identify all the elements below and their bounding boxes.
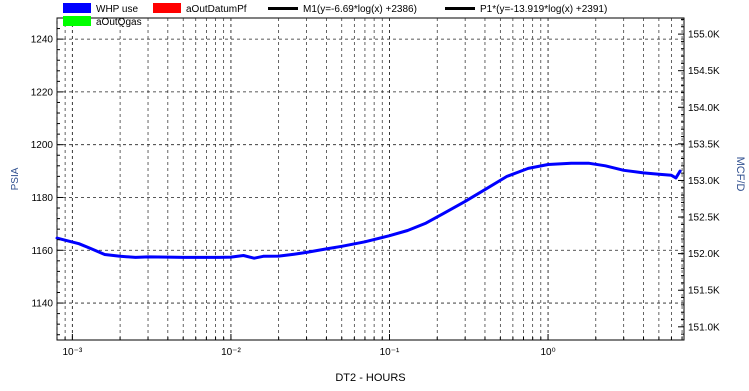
y2-tick-label: 153.5K	[688, 139, 720, 150]
y2-tick-label: 155.0K	[688, 30, 720, 41]
legend-label: P1*(y=-13.919*log(x) +2391)	[480, 4, 607, 15]
y2-tick-label: 154.0K	[688, 103, 720, 114]
y2-tick-label: 153.0K	[688, 176, 720, 187]
legend-label: M1(y=-6.69*log(x) +2386)	[303, 4, 417, 15]
y-tick-label: 1140	[31, 299, 53, 310]
x-axis-title: DT2 - HOURS	[335, 372, 405, 384]
legend-swatch	[153, 3, 181, 13]
y-tick-label: 1220	[31, 87, 54, 98]
y2-tick-label: 151.0K	[688, 322, 720, 333]
series-layer	[55, 161, 682, 260]
legend-swatch	[268, 7, 298, 10]
legend-label: WHP use	[96, 4, 138, 15]
x-tick-label: 10⁻²	[221, 347, 241, 358]
legend-label: aOutDatumPf	[186, 4, 247, 15]
legend-swatch	[63, 3, 91, 13]
y-tick-label: 1240	[31, 35, 54, 46]
legend: WHP use aOutDatumPf M1(y=-6.69*log(x) +238…	[63, 3, 607, 28]
legend-swatch	[63, 16, 91, 26]
y-tick-label: 1180	[31, 193, 53, 204]
y-axis-title: PSIA	[10, 167, 21, 190]
y-tick-label: 1160	[31, 246, 53, 257]
y2-tick-label: 152.5K	[688, 213, 720, 224]
y2-tick-label: 152.0K	[688, 249, 720, 260]
series-line-whp-use	[55, 161, 682, 260]
grid	[56, 18, 684, 340]
y2-tick-label: 151.5K	[688, 286, 720, 297]
legend-label: aOutQgas	[96, 17, 142, 28]
axes: 1140 1160 1180 1200 1220 1240 151.0K 151.5K 152.…	[10, 17, 746, 384]
x-tick-label: 10⁻³	[62, 347, 82, 358]
legend-swatch	[445, 7, 475, 10]
x-tick-label: 10⁻¹	[380, 347, 400, 358]
plot-area	[56, 17, 685, 341]
y2-tick-label: 154.5K	[688, 66, 720, 77]
y2-axis-title: MCF/D	[734, 157, 746, 192]
y-tick-label: 1200	[31, 140, 54, 151]
x-tick-label: 10⁰	[540, 347, 555, 358]
